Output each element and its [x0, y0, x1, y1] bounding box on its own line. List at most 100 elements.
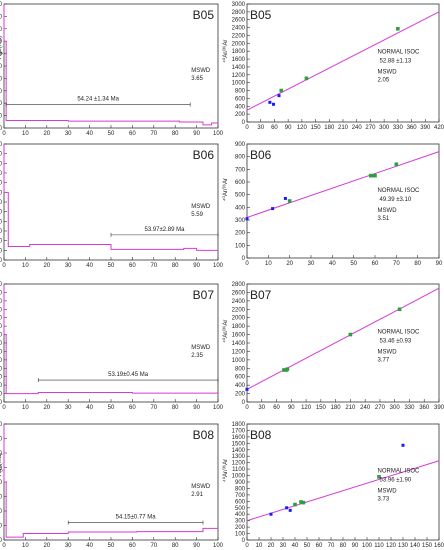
b05-age-y-tick-label: 0	[0, 126, 3, 132]
b05-isochron-mswd-label: MSWD	[378, 70, 398, 76]
b07-isochron-x-tick-label: 30	[258, 405, 265, 411]
b08-age-x-tick-label: 80	[172, 543, 179, 549]
b05-age-mswd-label: MSWD	[191, 68, 211, 74]
b08-age-plateau-age-label: 54.15±0.77 Ma	[116, 515, 157, 521]
b08-isochron-data-point-green	[293, 502, 297, 507]
b08-isochron-x-tick-label: 70	[328, 543, 335, 549]
b06-age-y-tick-label: 350	[0, 190, 3, 196]
b06-isochron-y-axis-label: ⁴⁰Ar/³⁶Ar	[222, 178, 229, 201]
b07-isochron-x-tick-label: 240	[360, 405, 371, 411]
b05-isochron-x-tick-label: 360	[407, 125, 418, 131]
b07-age-x-tick-label: 40	[86, 405, 93, 411]
b06-isochron-y-tick-label: 500	[235, 193, 246, 199]
b08-age-y-tick-label: 700	[0, 437, 3, 443]
b08-isochron-regression-line	[246, 460, 440, 522]
b05-isochron-data-point-green	[279, 88, 284, 93]
b08-isochron-y-tick-label: 0	[242, 538, 246, 544]
b05-age-mswd-value: 3.65	[191, 76, 203, 82]
b08-isochron-y-axis-label: ⁴⁰Ar/³⁶Ar	[222, 459, 229, 482]
b05-isochron-y-tick-label: 200	[235, 112, 246, 118]
b06-age-x-tick-label: 30	[65, 263, 72, 269]
b07-isochron-mswd-label: MSWD	[378, 350, 398, 356]
b07-age-x-tick-label: 80	[172, 405, 179, 411]
b07-isochron-data-point-green	[282, 368, 286, 372]
b06-age-spectrum-panel: 0 10 20 30 40 50 60 70 80 90 100 0 50 100 150 200 250 300…	[0, 142, 224, 269]
b08-isochron-y-tick-label: 1400	[232, 448, 246, 454]
b07-age-panel-title: B07	[193, 288, 215, 302]
b06-isochron-y-tick-label: 300	[235, 218, 246, 224]
b05-age-y-tick-label: 400	[0, 76, 3, 82]
b06-age-plot-frame	[3, 143, 219, 261]
b08-isochron-y-tick-label: 500	[235, 506, 246, 512]
b06-isochron-x-tick-label: 90	[436, 261, 443, 267]
b05-age-x-tick-label: 80	[172, 131, 179, 137]
b05-isochron-isoc-label: NORMAL ISOC	[378, 50, 420, 56]
b05-isochron-data-point-blue	[277, 94, 281, 98]
b06-isochron-panel: 0 10 20 30 40 50 60 70 80 90010020030040050060070…	[222, 142, 443, 267]
b07-isochron-y-tick-label: 1400	[232, 341, 246, 347]
b06-age-y-tick-label: 600	[0, 142, 3, 148]
b05-age-y-tick-label: 200	[0, 101, 3, 107]
b08-age-y-tick-label: 300	[0, 495, 3, 501]
b08-isochron-x-tick-label: 40	[292, 543, 299, 549]
b05-isochron-y-tick-label: 2600	[232, 18, 246, 24]
b05-isochron-y-tick-label: 2400	[232, 26, 246, 32]
b08-isochron-x-tick-label: 130	[398, 543, 409, 549]
b07-age-x-tick-label: 30	[65, 405, 72, 411]
b06-isochron-y-tick-label: 0	[242, 256, 246, 262]
b07-isochron-x-tick-label: 180	[331, 405, 342, 411]
b05-isochron-y-tick-label: 1800	[232, 49, 246, 55]
b05-age-y-tick-label: 900	[0, 14, 3, 20]
b05-age-x-tick-label: 90	[193, 131, 200, 137]
b08-age-x-tick-label: 100	[213, 543, 224, 549]
b06-isochron-data-point-blue	[271, 207, 275, 211]
b06-age-y-tick-label: 450	[0, 171, 3, 177]
b08-isochron-y-tick-label: 900	[235, 480, 246, 486]
b06-age-y-tick-label: 300	[0, 200, 3, 206]
b07-age-y-tick-label: 100	[0, 383, 3, 389]
b07-isochron-panel: 0 30 60 90 120 150 180 210 240 270 300 330 360 390020…	[222, 282, 444, 411]
b05-isochron-y-axis-label: ⁴⁰Ar/³⁶Ar	[222, 40, 229, 63]
b05-isochron-x-tick-label: 0	[245, 125, 249, 131]
b06-age-panel-title: B06	[193, 148, 215, 162]
b06-age-x-tick-label: 90	[193, 263, 200, 269]
b08-isochron-y-tick-label: 400	[235, 512, 246, 518]
b07-isochron-isoc-age: 53.46 ±0.93	[380, 339, 412, 345]
b08-age-y-tick-label: 500	[0, 466, 3, 472]
b05-age-x-tick-label: 0	[2, 131, 6, 137]
b07-age-y-tick-label: 600	[0, 299, 3, 305]
b06-age-x-tick-label: 20	[43, 263, 50, 269]
b07-isochron-data-point-green	[348, 332, 353, 337]
b08-age-y-tick-label: 800	[0, 422, 3, 428]
b07-age-mswd-value: 2.35	[191, 353, 203, 359]
b07-isochron-x-tick-label: 150	[316, 405, 327, 411]
b07-isochron-isoc-label: NORMAL ISOC	[378, 330, 420, 336]
b07-age-x-tick-label: 20	[43, 405, 50, 411]
b08-isochron-x-tick-label: 150	[422, 543, 433, 549]
b05-isochron-panel: 0 30 60 90 120 150 180 210 240 270 300 330 360 390 420…	[222, 2, 444, 131]
b06-isochron-x-tick-label: 70	[393, 261, 400, 267]
b07-isochron-regression-line	[246, 287, 440, 390]
b08-isochron-x-tick-label: 90	[352, 543, 359, 549]
b06-isochron-y-tick-label: 200	[235, 231, 246, 237]
b06-age-x-tick-label: 10	[22, 263, 29, 269]
b05-isochron-x-tick-label: 270	[365, 125, 376, 131]
b06-isochron-x-tick-label: 30	[308, 261, 315, 267]
b05-isochron-y-tick-label: 2200	[232, 33, 246, 39]
b06-isochron-x-tick-label: 80	[414, 261, 421, 267]
b05-isochron-x-tick-label: 420	[434, 125, 444, 131]
b08-isochron-y-tick-label: 1300	[232, 454, 246, 460]
b08-isochron-mswd-label: MSWD	[378, 489, 398, 495]
b05-age-plateau-age-label: 54.24 ±1.34 Ma	[77, 96, 119, 102]
b06-isochron-mswd-label: MSWD	[378, 208, 398, 214]
b07-isochron-y-axis-label: ⁴⁰Ar/³⁶Ar	[222, 320, 229, 343]
b07-age-y-tick-label: 50	[0, 392, 3, 398]
b08-isochron-x-tick-label: 10	[256, 543, 263, 549]
b07-isochron-data-point-blue	[245, 387, 249, 391]
b05-isochron-x-tick-label: 330	[393, 125, 404, 131]
b05-age-x-tick-label: 50	[108, 131, 115, 137]
b05-isochron-data-point-green	[304, 76, 309, 81]
b06-isochron-mswd-value: 3.51	[378, 216, 390, 222]
b08-age-x-tick-label: 30	[65, 543, 72, 549]
b07-age-x-tick-label: 10	[22, 405, 29, 411]
